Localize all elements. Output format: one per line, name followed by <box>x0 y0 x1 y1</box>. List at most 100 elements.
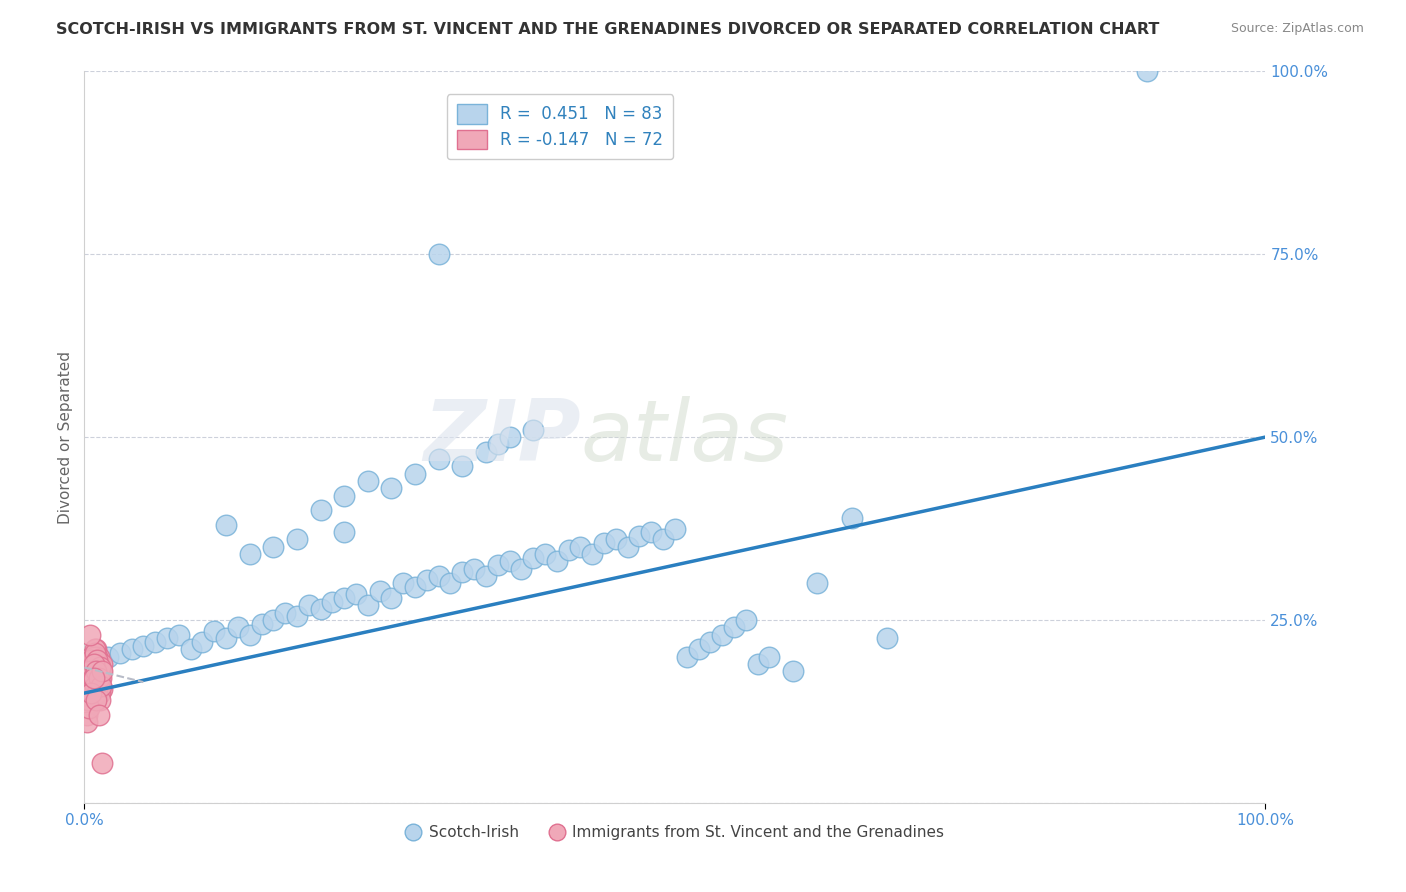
Point <box>475 444 498 458</box>
Point <box>86 679 108 693</box>
Point <box>79 657 101 671</box>
Point <box>77 679 100 693</box>
Point <box>333 591 356 605</box>
Point <box>191 635 214 649</box>
Point <box>87 675 110 690</box>
Point <box>86 649 108 664</box>
Point <box>180 642 202 657</box>
Point <box>380 591 402 605</box>
Point <box>262 540 284 554</box>
Point <box>486 437 509 451</box>
Point <box>89 657 111 671</box>
Point <box>77 700 100 714</box>
Point <box>84 664 107 678</box>
Point <box>309 503 332 517</box>
Point <box>333 525 356 540</box>
Point <box>357 474 380 488</box>
Point <box>451 566 474 580</box>
Point <box>89 693 111 707</box>
Point <box>89 679 111 693</box>
Point <box>581 547 603 561</box>
Point <box>82 649 104 664</box>
Point <box>699 635 721 649</box>
Point <box>82 675 104 690</box>
Point <box>498 430 520 444</box>
Point <box>86 686 108 700</box>
Point <box>84 642 107 657</box>
Point <box>79 664 101 678</box>
Point <box>239 627 262 641</box>
Point <box>747 657 769 671</box>
Point <box>97 649 120 664</box>
Point <box>89 660 111 674</box>
Point <box>90 672 112 686</box>
Point <box>82 672 104 686</box>
Point <box>77 686 100 700</box>
Point <box>250 616 273 631</box>
Point <box>557 543 579 558</box>
Point <box>77 693 100 707</box>
Point <box>675 649 697 664</box>
Point <box>90 664 112 678</box>
Point <box>486 558 509 573</box>
Text: atlas: atlas <box>581 395 789 479</box>
Point <box>86 653 108 667</box>
Point <box>534 547 557 561</box>
Point <box>652 533 675 547</box>
Point <box>711 627 734 641</box>
Text: ZIP: ZIP <box>423 395 581 479</box>
Point <box>91 664 114 678</box>
Point <box>688 642 710 657</box>
Point <box>1136 64 1159 78</box>
Point <box>121 642 143 657</box>
Point <box>522 423 544 437</box>
Point <box>80 686 103 700</box>
Point <box>357 599 380 613</box>
Point <box>80 649 103 664</box>
Point <box>76 686 98 700</box>
Point <box>640 525 662 540</box>
Point <box>77 657 100 671</box>
Point <box>86 664 108 678</box>
Point <box>202 624 225 638</box>
Point <box>83 649 105 664</box>
Point <box>82 664 104 678</box>
Point <box>80 679 103 693</box>
Point <box>285 533 308 547</box>
Point <box>79 627 101 641</box>
Point <box>84 679 107 693</box>
Point <box>416 573 439 587</box>
Point <box>87 649 110 664</box>
Point <box>782 664 804 678</box>
Point <box>87 672 110 686</box>
Point <box>156 632 179 646</box>
Point <box>344 587 367 601</box>
Point <box>108 646 131 660</box>
Point <box>77 672 100 686</box>
Point <box>132 639 155 653</box>
Point <box>89 686 111 700</box>
Point <box>439 576 461 591</box>
Point <box>84 664 107 678</box>
Point <box>91 657 114 671</box>
Point <box>87 708 110 723</box>
Point <box>498 554 520 568</box>
Point <box>758 649 780 664</box>
Point <box>239 547 262 561</box>
Point <box>427 569 450 583</box>
Point <box>91 756 114 770</box>
Point <box>723 620 745 634</box>
Point <box>83 657 105 671</box>
Point <box>77 682 100 697</box>
Point <box>215 632 238 646</box>
Point <box>77 693 100 707</box>
Point <box>628 529 651 543</box>
Point <box>734 613 756 627</box>
Point <box>404 467 426 481</box>
Point <box>84 646 107 660</box>
Point <box>380 481 402 495</box>
Point <box>664 521 686 535</box>
Point <box>80 686 103 700</box>
Point <box>79 664 101 678</box>
Point <box>262 613 284 627</box>
